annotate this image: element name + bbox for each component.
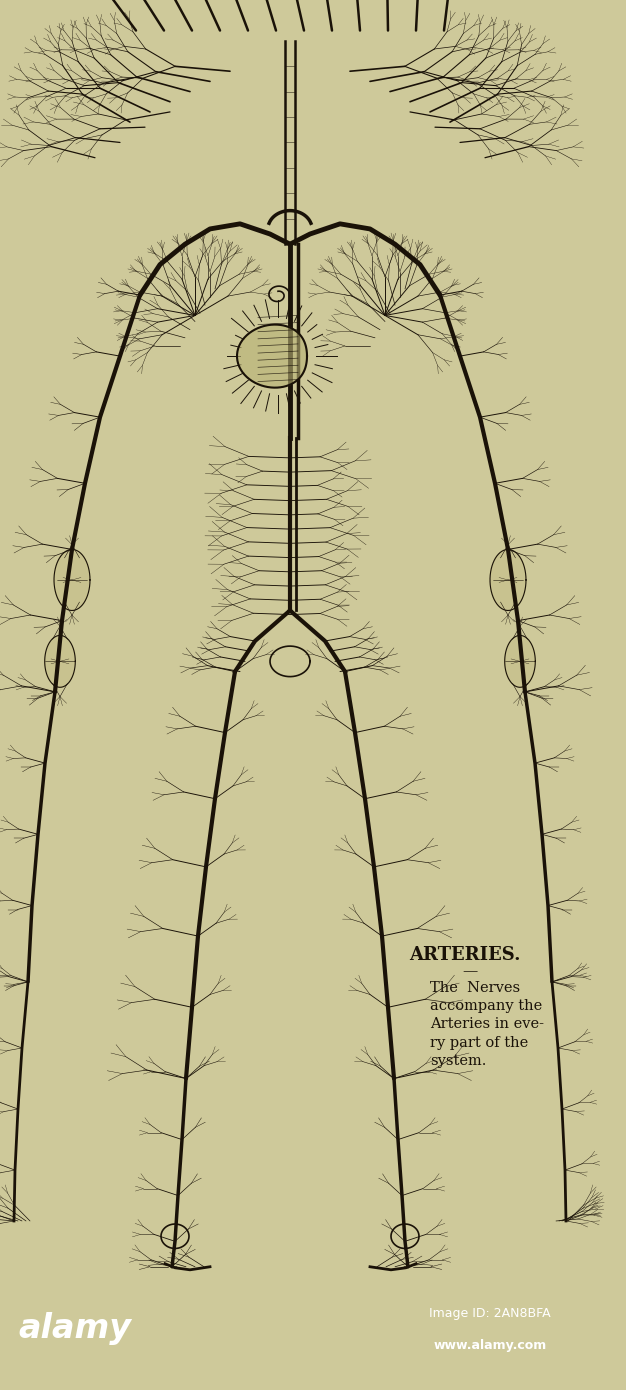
Polygon shape	[44, 635, 75, 687]
Text: Arteries in eve-: Arteries in eve-	[430, 1017, 544, 1031]
Text: ARTERIES.: ARTERIES.	[409, 947, 521, 965]
Text: system.: system.	[430, 1054, 486, 1068]
Polygon shape	[237, 325, 307, 388]
Text: alamy: alamy	[18, 1312, 131, 1346]
Polygon shape	[505, 635, 535, 687]
Polygon shape	[490, 549, 526, 610]
Text: Image ID: 2AN8BFA: Image ID: 2AN8BFA	[429, 1307, 551, 1319]
Text: —: —	[463, 965, 478, 979]
Text: The  Nerves: The Nerves	[430, 981, 520, 995]
Text: www.alamy.com: www.alamy.com	[433, 1339, 546, 1351]
Text: accompany the: accompany the	[430, 999, 542, 1013]
Polygon shape	[54, 549, 90, 610]
Text: ry part of the: ry part of the	[430, 1036, 528, 1049]
